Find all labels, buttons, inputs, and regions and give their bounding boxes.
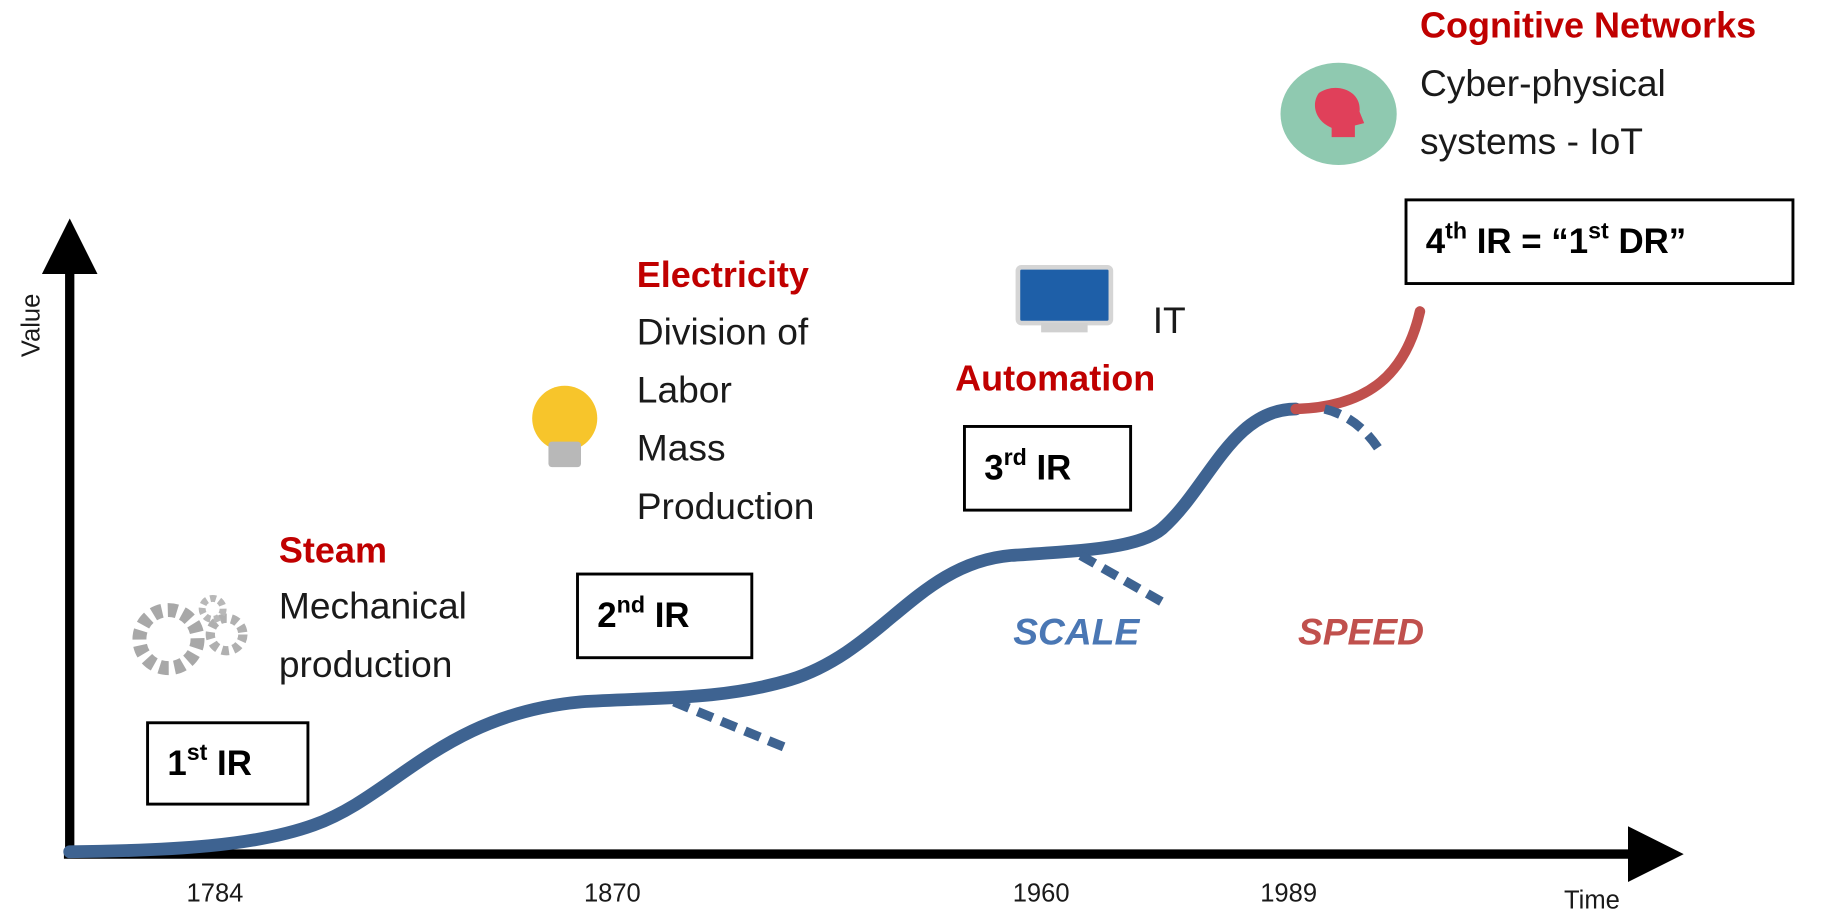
branch (1078, 551, 1165, 606)
y-axis-label: Value (17, 294, 45, 357)
label-part: IR (645, 596, 690, 635)
label-part: 4 (1426, 222, 1446, 261)
era-description: Mass (637, 427, 726, 469)
label-part: IR (1027, 449, 1072, 488)
era-label: 2nd IR (597, 592, 689, 636)
label-part: IR = “1 (1467, 222, 1588, 261)
monitor-icon (1015, 264, 1114, 333)
label-part: DR” (1609, 222, 1686, 261)
label-part: 1 (167, 744, 186, 783)
speed-curve (1290, 306, 1426, 415)
era-description: production (279, 643, 453, 685)
era-box (1404, 198, 1795, 285)
superscript: rd (1004, 444, 1027, 470)
era-box (146, 721, 310, 806)
scale-label: SCALE (1013, 610, 1140, 652)
year-label: 1960 (1013, 879, 1070, 907)
era-description: Mechanical (279, 585, 467, 627)
label-part: 2 (597, 596, 616, 635)
era-heading: Electricity (637, 254, 809, 295)
era-heading: Steam (279, 530, 387, 571)
era-description: IT (1153, 299, 1186, 341)
era-label: 4th IR = “1st DR” (1426, 218, 1686, 262)
speed-label: SPEED (1298, 610, 1424, 652)
superscript: st (1588, 218, 1609, 244)
era-description: systems - IoT (1420, 120, 1643, 162)
era-box (962, 425, 1133, 512)
era-heading: Cognitive Networks (1420, 4, 1756, 45)
superscript: th (1445, 218, 1467, 244)
superscript: st (187, 739, 208, 765)
era-description: Cyber-physical (1420, 62, 1666, 104)
label-part: 3 (984, 449, 1003, 488)
superscript: nd (617, 592, 645, 618)
branch (1323, 404, 1387, 458)
bulb-icon (532, 385, 598, 468)
year-label: 1870 (584, 879, 641, 907)
growth-curve (63, 402, 1303, 859)
era-description: Division of (637, 310, 809, 352)
head-icon (1280, 62, 1397, 166)
era-description: Production (637, 485, 815, 527)
x-axis-label: Time (1564, 886, 1620, 914)
year-label: 1784 (187, 879, 244, 907)
year-label: 1989 (1260, 879, 1317, 907)
era-label: 3rd IR (984, 444, 1071, 488)
branch (672, 697, 792, 754)
gears-icon (132, 594, 248, 676)
era-description: Labor (637, 369, 732, 411)
era-heading: Automation (955, 358, 1155, 399)
era-box (576, 572, 754, 660)
era-label: 1st IR (167, 739, 252, 783)
label-part: IR (207, 744, 252, 783)
